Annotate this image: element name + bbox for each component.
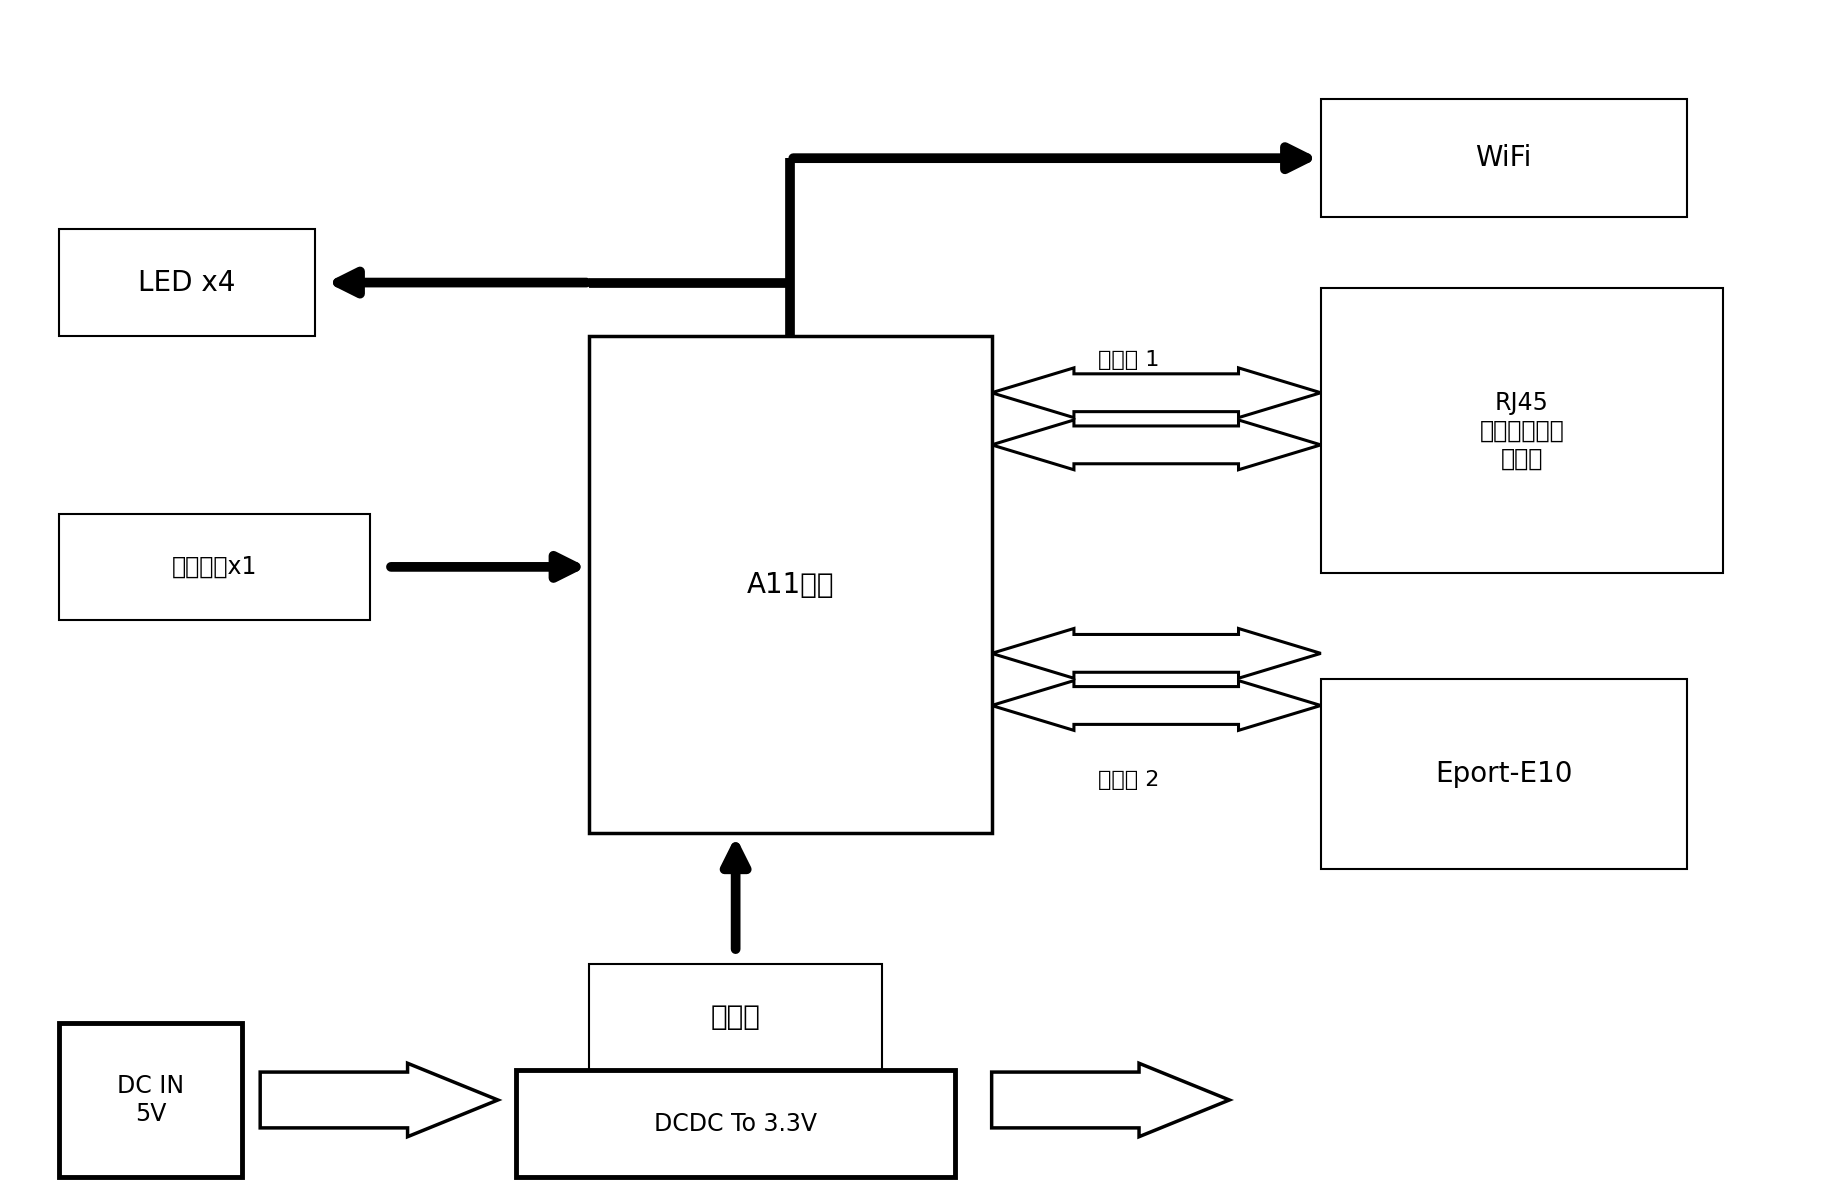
Text: Eport-E10: Eport-E10 (1435, 760, 1572, 789)
Text: DCDC To 3.3V: DCDC To 3.3V (654, 1112, 817, 1136)
Text: WiFi: WiFi (1475, 144, 1532, 172)
Text: RJ45
（集成网络变
压器）: RJ45 （集成网络变 压器） (1479, 391, 1565, 470)
FancyBboxPatch shape (1321, 680, 1686, 869)
Text: 看门狗: 看门狗 (711, 1003, 761, 1031)
Text: LED x4: LED x4 (138, 268, 235, 297)
FancyBboxPatch shape (59, 229, 314, 336)
Text: 以太网 1: 以太网 1 (1099, 350, 1159, 370)
Polygon shape (992, 367, 1321, 418)
FancyBboxPatch shape (59, 513, 369, 620)
Text: A11模组: A11模组 (748, 570, 834, 599)
Polygon shape (992, 420, 1321, 470)
FancyBboxPatch shape (590, 336, 992, 834)
Text: 用户按键x1: 用户按键x1 (173, 555, 257, 579)
FancyBboxPatch shape (1321, 289, 1723, 573)
FancyBboxPatch shape (59, 1022, 242, 1177)
Polygon shape (992, 681, 1321, 730)
FancyBboxPatch shape (516, 1070, 955, 1177)
Text: DC IN
5V: DC IN 5V (118, 1074, 184, 1126)
FancyBboxPatch shape (590, 964, 882, 1070)
Text: Uart: Uart (1104, 633, 1154, 654)
FancyBboxPatch shape (1321, 99, 1686, 217)
Text: 以太网 2: 以太网 2 (1099, 771, 1159, 790)
Polygon shape (992, 1063, 1229, 1137)
Polygon shape (992, 629, 1321, 679)
Polygon shape (261, 1063, 498, 1137)
